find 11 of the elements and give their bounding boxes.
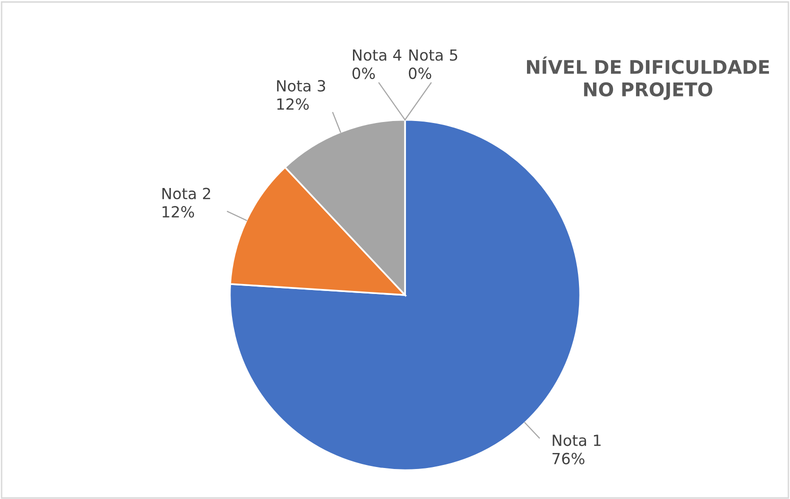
slice-label: Nota 2 <box>162 188 210 200</box>
text: NÍVEL DE DIFICULDADE NO PROJETO <box>526 56 769 100</box>
slice-label: Nota 3 <box>277 80 326 92</box>
data-label: 76% <box>552 452 584 464</box>
category-label: Nota 5 <box>409 49 458 61</box>
text: 0% <box>352 68 375 80</box>
category-label: Nota 4 <box>352 49 402 61</box>
data-label: 12% <box>277 98 309 110</box>
text: 0% <box>408 68 432 80</box>
data-label: 12% <box>162 206 194 218</box>
slice-label: Nota 1 <box>552 434 601 446</box>
